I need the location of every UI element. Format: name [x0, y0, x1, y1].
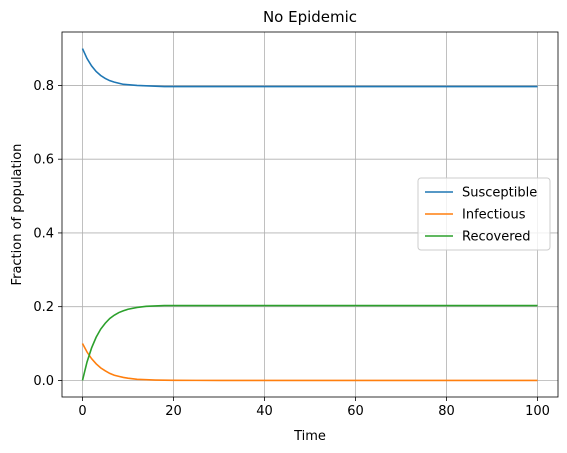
series-line-recovered — [81, 304, 538, 381]
legend-box — [417, 177, 551, 251]
x-axis: 0 20 40 60 80 100 — [78, 397, 550, 419]
series-line-susceptible — [81, 48, 538, 88]
x-tick-label: 40 — [256, 404, 273, 419]
y-tick-label: 0.6 — [33, 153, 54, 168]
x-tick-label: 20 — [165, 404, 182, 419]
legend-label-recovered: Recovered — [462, 230, 531, 245]
x-tick-label: 100 — [525, 404, 550, 419]
plot-frame — [61, 31, 559, 398]
y-tick-label: 0.0 — [33, 374, 54, 389]
x-tick-label: 80 — [438, 404, 455, 419]
legend-label-infectious: Infectious — [462, 208, 526, 223]
series-line-infectious — [81, 343, 538, 382]
y-tick-label: 0.8 — [33, 79, 54, 94]
x-tick-label: 60 — [347, 404, 364, 419]
x-axis-label: Time — [293, 429, 326, 444]
legend: Susceptible Infectious Recovered — [417, 177, 551, 251]
chart-title: No Epidemic — [263, 8, 357, 26]
legend-label-susceptible: Susceptible — [462, 186, 537, 201]
series-layer — [81, 48, 538, 382]
y-axis-label: Fraction of population — [10, 144, 25, 286]
y-tick-label: 0.2 — [33, 300, 54, 315]
y-tick-label: 0.4 — [33, 226, 54, 241]
y-axis: 0.0 0.2 0.4 0.6 0.8 — [33, 79, 62, 389]
x-tick-label: 0 — [78, 404, 86, 419]
